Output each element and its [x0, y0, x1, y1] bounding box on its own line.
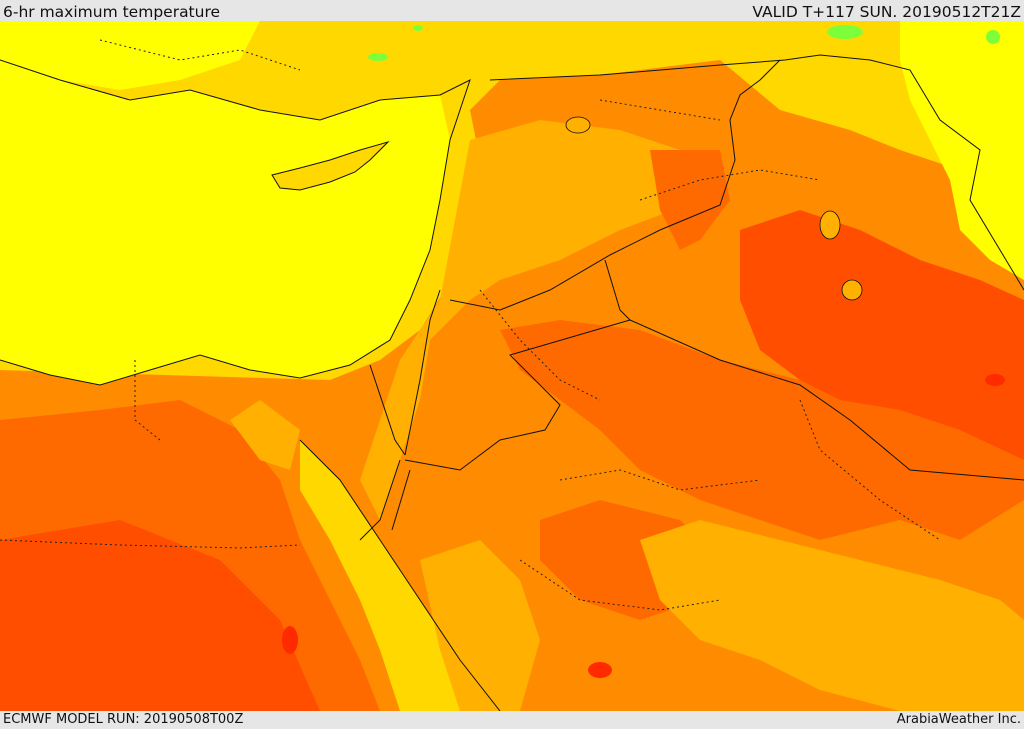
- zone-southwest-warm: [420, 540, 540, 711]
- country-borders: [369, 54, 1024, 481]
- zone-north-yellow: [0, 21, 260, 90]
- zone-levant-warm: [360, 120, 700, 520]
- admin-boundaries: [0, 39, 941, 611]
- spot-cool-1: [827, 25, 863, 39]
- lake-assad: [565, 116, 591, 134]
- map-header: 6-hr maximum temperature VALID T+117 SUN…: [0, 0, 1024, 21]
- spot-cool-3: [986, 30, 1000, 44]
- map-footer: ECMWF MODEL RUN: 20190508T00Z ArabiaWeat…: [0, 711, 1024, 729]
- zone-south-warm: [640, 520, 1024, 711]
- spot-extreme-2: [282, 626, 298, 654]
- coastlines: [0, 59, 501, 711]
- spot-cool-2: [368, 53, 388, 61]
- spot-extreme-3: [588, 662, 612, 678]
- credit: ArabiaWeather Inc.: [896, 712, 1021, 727]
- valid-time: VALID T+117 SUN. 20190512T21Z: [752, 3, 1021, 21]
- island-cyprus: [271, 140, 390, 191]
- zone-nile-warm: [230, 400, 300, 470]
- sea-mediterranean: [0, 60, 450, 385]
- lake-tharthar: [819, 210, 841, 240]
- zone-northeast-yellow: [900, 21, 1024, 280]
- temperature-map: [0, 21, 1024, 711]
- map-title: 6-hr maximum temperature: [3, 3, 221, 21]
- model-run: ECMWF MODEL RUN: 20190508T00Z: [3, 712, 244, 727]
- spot-extreme-1: [985, 374, 1005, 386]
- spot-cool-4: [413, 25, 423, 31]
- sea-red-sea: [300, 440, 500, 711]
- zone-iraq-hot: [650, 150, 730, 250]
- zone-egypt-hottest: [0, 520, 320, 711]
- lake-milh: [841, 279, 863, 301]
- zone-east-hottest: [740, 210, 1024, 460]
